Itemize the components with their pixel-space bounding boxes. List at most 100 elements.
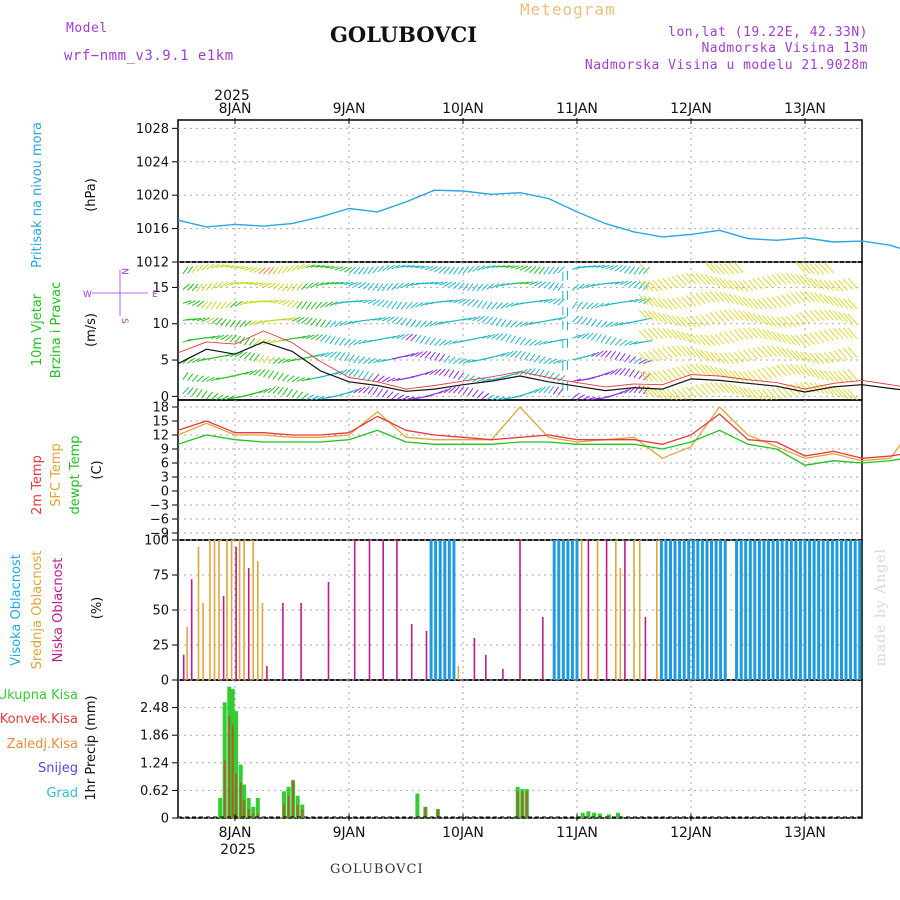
wind-arrow [600,302,610,308]
y-tick-label: 0 [161,812,169,827]
wind-arrow [804,291,815,303]
wind-arrow [358,282,367,289]
wind-speed-line [177,341,900,393]
wind-arrow [367,358,376,365]
wind-arrow [419,335,426,344]
wind-arrow [628,369,635,377]
wind-arrow [448,299,458,303]
wind-arrow [353,266,361,275]
wind-arrow [496,353,505,358]
wind-arrow [648,310,659,322]
wind-arrow [781,347,792,359]
wind-arrow [363,299,372,304]
cloud-bar-low [368,540,371,680]
wind-arrow [391,264,401,270]
wind-arrow [624,265,631,274]
wind-arrow [557,359,567,364]
wind-arrow [515,282,525,285]
wind-arrow [838,297,849,309]
wind-arrow [543,357,552,364]
wind-arrow [505,350,514,358]
cloud-bar-low [396,540,398,680]
wind-arrow [462,373,470,382]
wind-arrow [643,373,651,381]
mid-cloud-label: Srednja Oblacnost [30,551,45,670]
wind-arrow [838,387,849,399]
wind-arrow [747,327,758,339]
wind-arrow [277,283,285,291]
wind-arrow [229,335,237,343]
cloud-bar-low [542,617,544,680]
wind-arrow [215,334,225,340]
wind-arrow [757,298,768,310]
precip-conv-bar [228,715,231,818]
wind-arrow [220,301,227,310]
wind-arrow [343,368,352,376]
wind-arrow [762,298,773,310]
sfc-temp-label: SFC Temp [49,443,64,507]
top-day-label: 13JAN [784,101,826,117]
wind-arrow [709,312,720,324]
wind-arrow [638,385,645,394]
cloud-bar-high [739,540,743,680]
wind-arrow [738,385,749,398]
wind-arrow [377,299,385,307]
cloud-bar-mid [457,666,460,680]
wind-arrow [662,388,673,401]
wind-arrow [705,382,716,394]
wind-arrow [282,358,291,364]
wind-arrow [396,317,403,325]
wind-arrow [766,275,777,287]
cloud-bar-low [300,603,302,680]
wind-arrow [258,300,268,303]
wind-arrow [776,346,787,358]
wind-arrow [343,353,350,362]
y-tick-label: 1020 [136,189,169,204]
wind-arrow [420,282,430,285]
wind-arrow [728,330,739,342]
cloud-bar-low [247,568,250,680]
wind-arrow [643,328,654,341]
cloud-bar-high [687,540,691,680]
wind-arrow [291,264,300,272]
cloud-bar-mid [633,540,635,680]
wind-arrow [220,318,227,327]
wind-arrow [401,333,409,340]
y-tick-label: 25 [152,639,169,654]
wind-arrow [391,316,399,324]
precip-conv-bar [231,724,234,818]
wind-arrow [334,351,342,359]
wind-arrow [804,352,815,364]
wind-arrow [477,265,486,271]
wind-arrow [301,301,308,310]
cloud-bar-mid [638,540,641,680]
wind-arrow [705,262,716,274]
wind-arrow [624,280,633,287]
wind-arrow [401,264,411,268]
wind-arrow [263,369,270,378]
wind-arrow [643,282,650,291]
wind-arrow [344,320,353,326]
wind-arrow [324,319,332,328]
wind-arrow [700,314,711,326]
wind-arrow [738,280,749,292]
wind-arrow [192,300,201,307]
wind-arrow [847,327,858,340]
cloud-bar-mid [261,603,264,680]
wind-arrow [681,273,692,285]
wind-arrow [795,313,806,325]
wind-arrow [700,383,711,395]
wind-arrow [301,282,309,290]
bottom-year-label: 2025 [220,842,256,858]
wind-arrow [548,372,555,380]
wind-arrow [624,387,633,394]
precip-conv-bar [223,760,226,818]
wind-arrow [287,317,296,321]
y-tick-label: 50 [152,604,169,619]
wind-arrow [291,390,298,398]
wind-arrow [339,369,348,376]
wind-arrow [210,301,217,310]
wind-arrow [709,275,720,287]
wind-arrow [372,374,380,382]
cloud-bar-low [605,540,608,680]
